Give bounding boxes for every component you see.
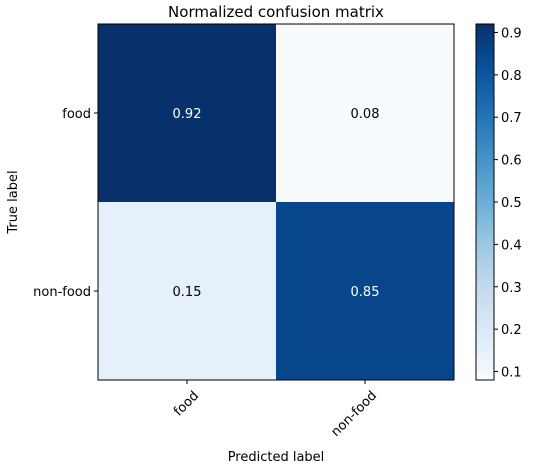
colorbar-tick-label: 0.7: [501, 111, 522, 126]
colorbar: [476, 24, 494, 380]
x-tick-label: non-food: [329, 388, 381, 440]
x-tick-label: food: [171, 388, 202, 419]
cell-value-label: 0.15: [173, 285, 202, 300]
matrix-cell: [98, 24, 276, 202]
cell-value-label: 0.08: [351, 107, 380, 122]
y-axis-label: True label: [6, 170, 21, 234]
y-tick-label: food: [62, 107, 91, 122]
matrix-cell-labels: 0.92 0.08 0.15 0.85: [173, 107, 380, 300]
cell-value-label: 0.85: [351, 285, 380, 300]
colorbar-tick-label: 0.1: [501, 366, 522, 381]
x-axis-label: Predicted label: [228, 450, 325, 465]
cell-value-label: 0.92: [173, 107, 202, 122]
matrix-cell: [98, 202, 276, 380]
matrix-cell: [276, 202, 454, 380]
matrix-cells: [98, 24, 454, 380]
colorbar-tick-label: 0.6: [501, 154, 522, 169]
colorbar-tick-label: 0.2: [501, 323, 522, 338]
matrix-cell: [276, 24, 454, 202]
colorbar-tick-label: 0.9: [501, 26, 522, 41]
colorbar-tick-label: 0.3: [501, 281, 522, 296]
colorbar-tick-label: 0.8: [501, 69, 522, 84]
colorbar-ticks: 0.1 0.2 0.3 0.4 0.5 0.6 0.7 0.8 0.9: [494, 26, 522, 381]
x-axis-ticks: food non-food: [171, 380, 380, 440]
matrix-frame: [97, 23, 455, 381]
colorbar-tick-label: 0.5: [501, 196, 522, 211]
chart-title: Normalized confusion matrix: [168, 3, 384, 21]
y-tick-label: non-food: [33, 285, 91, 300]
y-axis-ticks: food non-food: [33, 107, 98, 300]
colorbar-tick-label: 0.4: [501, 238, 522, 253]
